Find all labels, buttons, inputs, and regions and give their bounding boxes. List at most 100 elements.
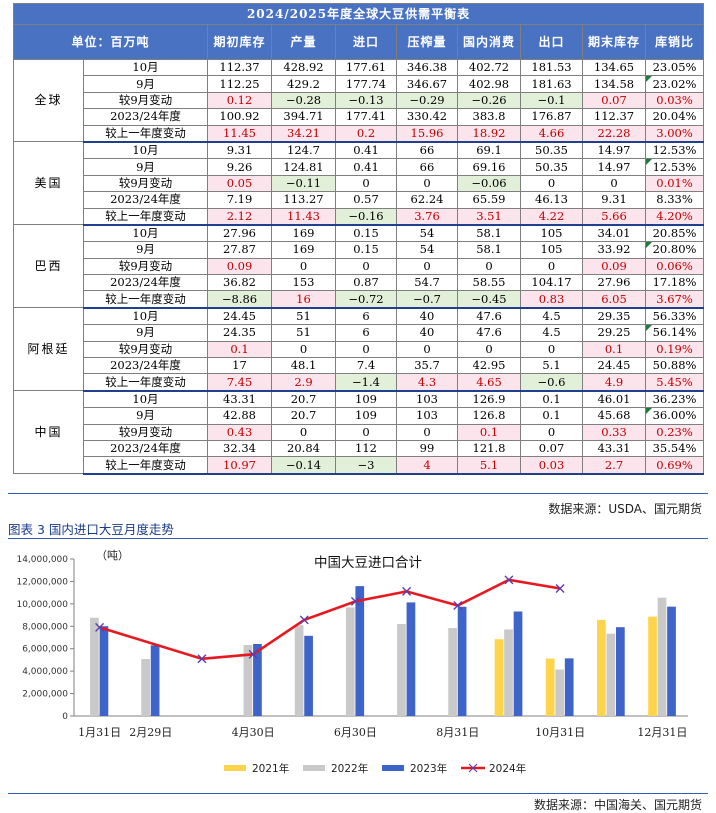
value-cell: 5.1: [520, 357, 583, 375]
value-cell: 4.5: [520, 324, 583, 342]
divider: [8, 793, 708, 794]
value-cell: 3.00%: [644, 124, 705, 143]
table-row: 较上一年度变动 −8.86 16 −0.72 −0.7 −0.45 0.83 6.05 3.67…: [14, 290, 705, 309]
value-cell: 27.96: [582, 274, 646, 292]
value-cell: 0.1: [207, 340, 272, 359]
value-cell: 54: [396, 241, 458, 259]
value-cell: 58.1: [457, 224, 521, 243]
value-cell: 2.9: [271, 373, 336, 392]
value-cell: 50.35: [520, 158, 583, 176]
table-row: 9月 112.25 429.2 177.74 346.67 402.98 181.63 134…: [14, 75, 705, 93]
bar-2022: [90, 617, 99, 716]
divider: [8, 493, 708, 494]
value-cell: 46.01: [582, 390, 646, 409]
value-cell: 29.35: [582, 307, 646, 326]
value-cell: −0.14: [271, 456, 336, 475]
bar-2023: [355, 586, 365, 716]
value-cell: 8.33%: [644, 191, 705, 209]
point-2024: [299, 615, 309, 625]
value-cell: 17: [207, 357, 272, 375]
line-2024: [99, 578, 561, 661]
value-cell: 134.65: [582, 58, 646, 77]
column-header: 期初库存: [207, 24, 272, 60]
value-cell: 43.31: [207, 390, 272, 409]
row-label: 9月: [83, 241, 208, 259]
value-cell: 20.85%: [644, 224, 705, 243]
value-cell: 112.37: [582, 108, 646, 126]
value-cell: 69.16: [457, 158, 521, 176]
value-cell: 42.88: [207, 407, 272, 425]
row-label: 9月: [83, 75, 208, 93]
y-tick-label: 6,000,000: [22, 645, 68, 655]
value-cell: 0.87: [335, 274, 397, 292]
value-cell: 9.26: [207, 158, 272, 176]
table-row: 9月 42.88 20.7 109 103 126.8 0.1 45.68 36.00%: [14, 407, 705, 425]
value-cell: −0.72: [335, 290, 397, 309]
y-tick-label: 4,000,000: [22, 667, 68, 677]
point-2024: [504, 575, 514, 585]
value-cell: 24.35: [207, 324, 272, 342]
value-cell: 346.67: [396, 75, 458, 93]
value-cell: −0.06: [457, 174, 521, 193]
row-label: 2023/24年度: [83, 357, 208, 375]
region-cell: 中国: [13, 390, 84, 475]
value-cell: 11.45: [207, 124, 272, 143]
row-label: 较9月变动: [83, 423, 208, 441]
bar-2022: [448, 628, 457, 716]
value-cell: 99: [396, 439, 458, 458]
value-cell: 66: [396, 158, 458, 176]
row-label: 9月: [83, 407, 208, 425]
row-label: 较9月变动: [83, 174, 208, 193]
value-cell: 36.82: [207, 274, 272, 292]
value-cell: 6.05: [582, 290, 646, 309]
value-cell: −0.6: [520, 373, 583, 392]
value-cell: 112: [335, 439, 397, 458]
row-label: 2023/24年度: [83, 274, 208, 292]
row-label: 9月: [83, 324, 208, 342]
bar-2022: [243, 645, 253, 716]
value-cell: 14.97: [582, 158, 646, 176]
unit-header: 单位：百万吨: [13, 24, 208, 60]
table-row: 较上一年度变动 2.12 11.43 −0.16 3.76 3.51 4.22 5.66 4.2…: [14, 207, 705, 226]
value-cell: 0.09: [582, 257, 646, 276]
value-cell: −0.13: [335, 91, 397, 110]
value-cell: 0.15: [335, 241, 397, 259]
value-cell: 4.20%: [644, 207, 705, 226]
row-label: 较9月变动: [83, 91, 208, 110]
value-cell: 0: [520, 340, 583, 359]
bar-2023: [253, 644, 262, 716]
value-cell: 20.7: [271, 407, 336, 425]
value-cell: 66: [396, 141, 458, 160]
value-cell: 35.7: [396, 357, 458, 375]
value-cell: 47.6: [457, 324, 521, 342]
value-cell: 7.4: [335, 357, 397, 375]
value-cell: 36.00%: [644, 407, 705, 425]
value-cell: 0.23%: [644, 423, 705, 441]
row-label: 较上一年度变动: [83, 456, 208, 475]
table-row: 9月 24.35 51 6 40 47.6 4.5 29.25 56.14%: [14, 324, 705, 342]
value-cell: −3: [335, 456, 397, 475]
value-cell: 3.51: [457, 207, 521, 226]
value-cell: 29.25: [582, 324, 646, 342]
point-2024: [453, 601, 463, 611]
bar-2022: [504, 629, 513, 716]
value-cell: 0.83: [520, 290, 583, 309]
value-cell: 10.97: [207, 456, 272, 475]
y-axis-unit-label: （吨）: [96, 549, 129, 562]
value-cell: 20.80%: [644, 241, 705, 259]
bar-2022: [141, 659, 150, 716]
value-cell: 0.19%: [644, 340, 705, 359]
value-cell: −0.29: [396, 91, 458, 110]
value-cell: 56.33%: [644, 307, 705, 326]
bar-2022: [294, 625, 304, 716]
value-cell: −1.4: [335, 373, 397, 392]
region-cell: 美国: [13, 141, 84, 226]
value-cell: 0.57: [335, 191, 397, 209]
value-cell: 58.55: [457, 274, 521, 292]
value-cell: 0: [335, 423, 397, 441]
x-tick-label: 1月31日: [78, 726, 121, 739]
legend-label: 2021年: [252, 762, 289, 775]
row-label: 10月: [83, 390, 208, 409]
bar-2023: [150, 645, 160, 716]
value-cell: 34.21: [271, 124, 336, 143]
